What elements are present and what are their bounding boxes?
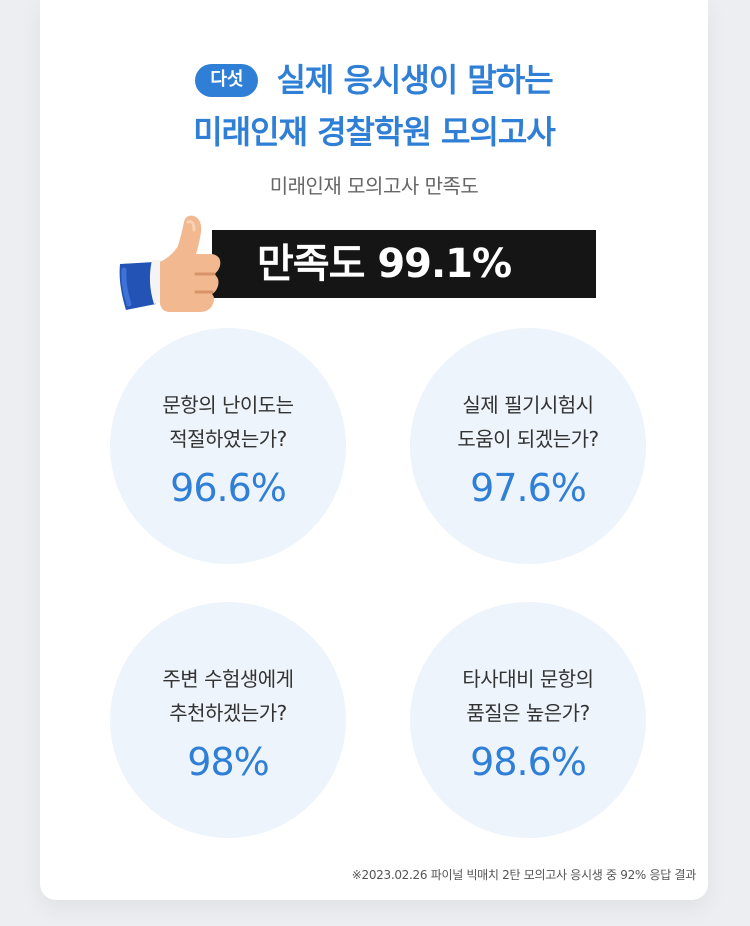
title-line-1: 다섯 실제 응시생이 말하는 [40,58,708,102]
satisfaction-banner: 만족도 99.1% [212,230,596,298]
page-title-line-2: 미래인재 경찰학원 모의고사 [193,113,556,151]
stat-circle-difficulty: 문항의 난이도는 적절하였는가? 96.6% [110,328,346,564]
stat-question-line-1: 문항의 난이도는 [162,393,294,417]
stat-question: 실제 필기시험시 도움이 되겠는가? [410,388,646,456]
page-subtitle: 미래인재 모의고사 만족도 [269,174,479,198]
stat-circle-quality: 타사대비 문항의 품질은 높은가? 98.6% [410,602,646,838]
stat-circle-helpfulness: 실제 필기시험시 도움이 되겠는가? 97.6% [410,328,646,564]
stat-circle-recommendation: 주변 수험생에게 추천하겠는가? 98% [110,602,346,838]
stat-question-line-2: 품질은 높은가? [466,701,590,725]
survey-card: 다섯 실제 응시생이 말하는 미래인재 경찰학원 모의고사 미래인재 모의고사 … [40,0,708,900]
stat-question-line-1: 실제 필기시험시 [462,393,594,417]
footnote: ※2023.02.26 파이널 빅매치 2탄 모의고사 응시생 중 92% 응답… [351,868,697,882]
thumbs-up-icon [119,215,221,312]
stat-value: 98% [187,740,269,784]
stat-question: 타사대비 문항의 품질은 높은가? [410,662,646,730]
stat-question-line-2: 적절하였는가? [169,427,287,451]
stat-question-line-2: 도움이 되겠는가? [457,427,599,451]
stat-value: 97.6% [470,466,587,510]
page-title-line-1: 실제 응시생이 말하는 [276,61,553,99]
header: 다섯 실제 응시생이 말하는 미래인재 경찰학원 모의고사 미래인재 모의고사 … [40,58,708,200]
stat-question-line-2: 추천하겠는가? [169,701,287,725]
stat-question-line-1: 타사대비 문항의 [462,667,594,691]
satisfaction-banner-text: 만족도 99.1% [257,241,512,287]
stat-question: 문항의 난이도는 적절하였는가? [110,388,346,456]
section-badge: 다섯 [195,63,259,97]
stat-question-line-1: 주변 수험생에게 [162,667,294,691]
stat-value: 98.6% [470,740,587,784]
stat-value: 96.6% [170,466,287,510]
stat-question: 주변 수험생에게 추천하겠는가? [110,662,346,730]
